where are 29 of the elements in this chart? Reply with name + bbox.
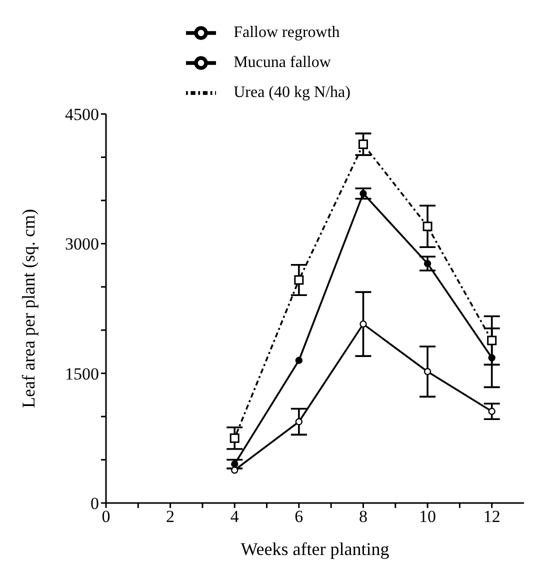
- point: [360, 320, 367, 328]
- legend-label: Mucuna fallow: [234, 54, 331, 71]
- point: [360, 190, 367, 198]
- legend-label: Urea (40 kg N/ha): [234, 84, 350, 101]
- y-tick-label: 3000: [65, 234, 99, 254]
- x-axis-title: Weeks after planting: [240, 539, 390, 559]
- point: [231, 466, 238, 474]
- x-tick-label: 4: [230, 507, 240, 526]
- point: [422, 222, 432, 232]
- x-tick-label: 10: [419, 507, 436, 526]
- y-axis-title: Leaf area per plant (sq. cm): [18, 209, 38, 408]
- point: [424, 368, 432, 376]
- point: [488, 408, 496, 415]
- point: [358, 140, 368, 150]
- point: [230, 433, 240, 443]
- point: [295, 356, 303, 364]
- point: [488, 354, 496, 362]
- x-tick-label: 6: [294, 507, 304, 526]
- point: [424, 260, 432, 268]
- y-tick-label: 4500: [65, 105, 99, 124]
- y-tick-label: 0: [90, 494, 99, 514]
- point: [487, 336, 497, 346]
- legend-label: Fallow regrowth: [234, 24, 340, 41]
- y-tick-label: 1500: [65, 364, 99, 384]
- x-tick-label: 8: [358, 507, 368, 526]
- x-tick-label: 2: [166, 507, 175, 526]
- x-tick-label: 12: [483, 507, 500, 526]
- point: [294, 275, 304, 285]
- point: [295, 418, 303, 426]
